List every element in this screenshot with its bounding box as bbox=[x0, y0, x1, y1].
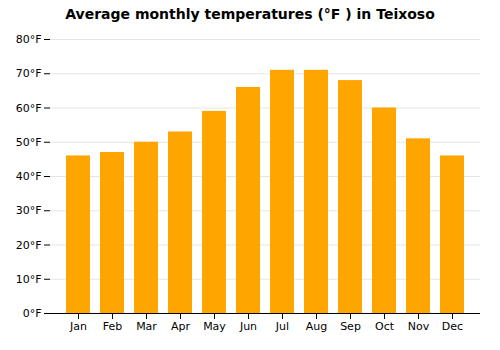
svg-text:50°F: 50°F bbox=[16, 136, 42, 149]
svg-text:Jun: Jun bbox=[239, 320, 257, 333]
svg-text:80°F: 80°F bbox=[16, 33, 42, 46]
svg-text:30°F: 30°F bbox=[16, 204, 42, 217]
svg-text:Jan: Jan bbox=[69, 320, 87, 333]
svg-text:20°F: 20°F bbox=[16, 239, 42, 252]
svg-text:70°F: 70°F bbox=[16, 67, 42, 80]
svg-text:Oct: Oct bbox=[375, 320, 395, 333]
svg-text:May: May bbox=[203, 320, 226, 333]
svg-text:40°F: 40°F bbox=[16, 170, 42, 183]
svg-text:0°F: 0°F bbox=[23, 307, 42, 320]
html-text:Average monthly temperatures (: Average monthly temperatures (°F ) in Te… bbox=[65, 6, 435, 22]
svg-text:60°F: 60°F bbox=[16, 102, 42, 115]
svg-text:Nov: Nov bbox=[408, 320, 430, 333]
svg-text:Dec: Dec bbox=[442, 320, 463, 333]
svg-text:Apr: Apr bbox=[171, 320, 191, 333]
svg-text:Mar: Mar bbox=[136, 320, 157, 333]
svg-text:Feb: Feb bbox=[103, 320, 122, 333]
svg-text:Aug: Aug bbox=[306, 320, 327, 333]
svg-text:Jul: Jul bbox=[275, 320, 289, 333]
svg-text:Sep: Sep bbox=[340, 320, 361, 333]
svg-text:10°F: 10°F bbox=[16, 273, 42, 286]
